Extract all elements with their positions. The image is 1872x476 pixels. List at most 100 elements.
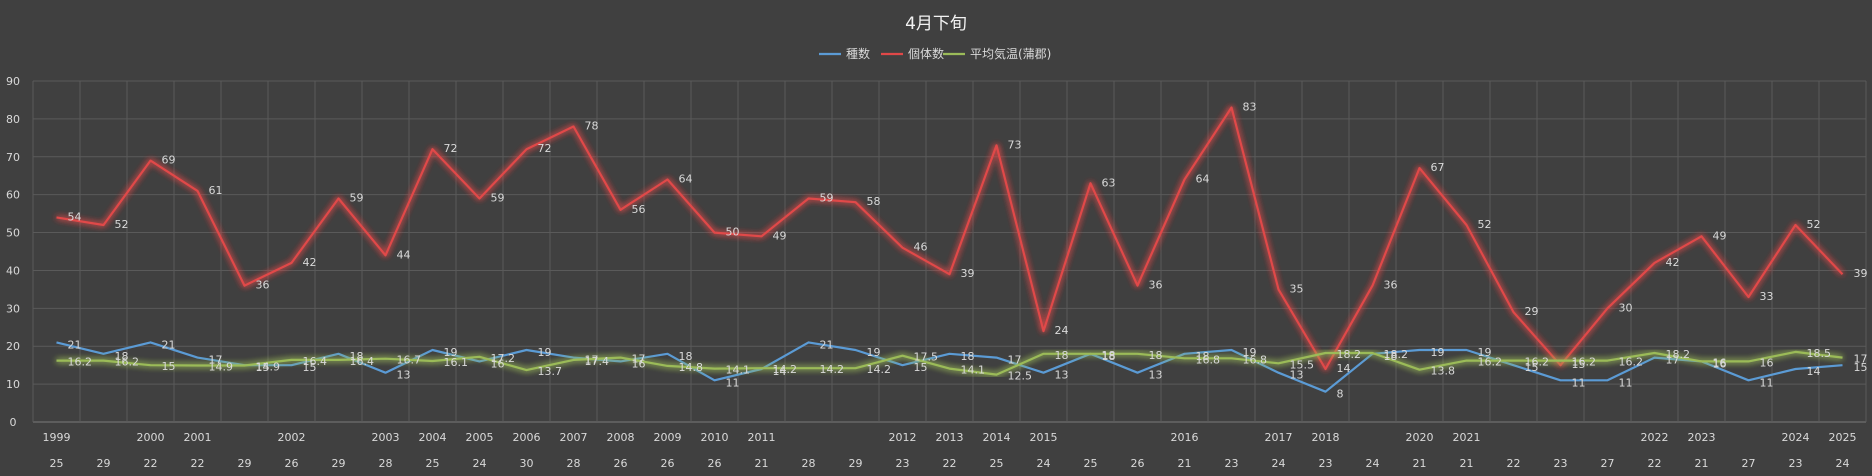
legend-label-1: 個体数 bbox=[908, 46, 944, 61]
x-year-label: 1999 bbox=[43, 431, 71, 444]
data-label: 18 bbox=[1055, 349, 1069, 362]
x-day-label: 29 bbox=[849, 457, 863, 470]
x-day-label: 25 bbox=[990, 457, 1004, 470]
x-year-label: 2008 bbox=[607, 431, 635, 444]
data-label: 61 bbox=[209, 184, 223, 197]
x-day-label: 28 bbox=[379, 457, 393, 470]
data-label: 16.2 bbox=[1572, 356, 1597, 369]
data-label: 19 bbox=[444, 346, 458, 359]
data-label: 14 bbox=[773, 365, 787, 378]
x-year-label: 2018 bbox=[1312, 431, 1340, 444]
y-axis: 0 10 20 30 40 50 60 70 80 90 bbox=[6, 75, 20, 429]
data-label: 58 bbox=[867, 195, 881, 208]
x-day-label: 29 bbox=[97, 457, 111, 470]
data-label: 52 bbox=[1478, 218, 1492, 231]
y-tick-label: 90 bbox=[6, 75, 20, 88]
x-year-label: 2013 bbox=[936, 431, 964, 444]
x-day-label: 24 bbox=[1366, 457, 1380, 470]
data-label: 18 bbox=[350, 350, 364, 363]
x-year-label: 2025 bbox=[1829, 431, 1857, 444]
data-label: 16 bbox=[1713, 357, 1727, 370]
data-label: 17 bbox=[1666, 354, 1680, 367]
data-label: 18 bbox=[1384, 350, 1398, 363]
data-label: 19 bbox=[1243, 346, 1257, 359]
data-label: 18.2 bbox=[1384, 348, 1409, 361]
data-label: 18.5 bbox=[1807, 347, 1832, 360]
x-day-label: 26 bbox=[708, 457, 722, 470]
x-year-label: 2002 bbox=[278, 431, 306, 444]
data-label: 83 bbox=[1243, 101, 1257, 114]
y-tick-label: 20 bbox=[6, 340, 20, 353]
data-label: 14.9 bbox=[256, 361, 281, 374]
data-label: 15.5 bbox=[1290, 358, 1315, 371]
data-label: 18 bbox=[679, 350, 693, 363]
data-label: 19 bbox=[538, 346, 552, 359]
x-year-label: 2001 bbox=[184, 431, 212, 444]
y-tick-label: 70 bbox=[6, 151, 20, 164]
x-year-label: 2023 bbox=[1688, 431, 1716, 444]
data-label: 13.7 bbox=[538, 365, 563, 378]
legend-label-2: 平均気温(蒲郡) bbox=[970, 46, 1051, 61]
series-layer bbox=[56, 106, 1844, 393]
data-label: 46 bbox=[914, 241, 928, 254]
data-label: 14.2 bbox=[820, 363, 845, 376]
data-label: 16.8 bbox=[1243, 353, 1268, 366]
data-label: 17.2 bbox=[491, 352, 516, 365]
x-year-label: 2000 bbox=[137, 431, 165, 444]
y-tick-label: 50 bbox=[6, 227, 20, 240]
legend-label-0: 種数 bbox=[846, 46, 870, 61]
x-day-label: 26 bbox=[661, 457, 675, 470]
x-day-label: 23 bbox=[1225, 457, 1239, 470]
data-label: 42 bbox=[1666, 256, 1680, 269]
data-label: 16.1 bbox=[444, 356, 469, 369]
x-year-label: 2024 bbox=[1782, 431, 1810, 444]
x-day-label: 27 bbox=[1601, 457, 1615, 470]
x-day-label: 21 bbox=[1178, 457, 1192, 470]
x-year-label: 2020 bbox=[1406, 431, 1434, 444]
x-day-label: 23 bbox=[896, 457, 910, 470]
x-year-label: 2006 bbox=[513, 431, 541, 444]
data-label: 16 bbox=[632, 357, 646, 370]
data-label: 16.2 bbox=[1478, 356, 1503, 369]
data-label: 52 bbox=[1807, 218, 1821, 231]
data-label: 59 bbox=[820, 191, 834, 204]
data-label: 17 bbox=[1854, 353, 1868, 366]
data-label: 14.8 bbox=[679, 361, 704, 374]
data-label: 15 bbox=[1854, 361, 1868, 374]
x-year-label: 2011 bbox=[748, 431, 776, 444]
data-label: 18 bbox=[1149, 349, 1163, 362]
legend: 種数 個体数 平均気温(蒲郡) bbox=[819, 46, 1051, 61]
data-label: 49 bbox=[1713, 229, 1727, 242]
data-label: 13 bbox=[1290, 369, 1304, 382]
data-label: 17.4 bbox=[585, 355, 610, 368]
data-label: 36 bbox=[1149, 279, 1163, 292]
data-label: 15 bbox=[914, 361, 928, 374]
x-year-label: 2014 bbox=[983, 431, 1011, 444]
x-year-label: 2021 bbox=[1453, 431, 1481, 444]
data-label: 16.2 bbox=[1525, 356, 1550, 369]
x-day-label: 23 bbox=[1554, 457, 1568, 470]
x-day-label: 21 bbox=[1695, 457, 1709, 470]
x-day-label: 21 bbox=[1460, 457, 1474, 470]
data-label: 8 bbox=[1337, 388, 1344, 401]
y-tick-label: 80 bbox=[6, 113, 20, 126]
x-day-label: 30 bbox=[520, 457, 534, 470]
data-label: 67 bbox=[1431, 161, 1445, 174]
data-label: 15 bbox=[1525, 361, 1539, 374]
data-label: 36 bbox=[256, 279, 270, 292]
data-label: 17 bbox=[632, 353, 646, 366]
data-label: 13 bbox=[1149, 369, 1163, 382]
data-label: 21 bbox=[162, 338, 176, 351]
data-label: 16.8 bbox=[1196, 353, 1221, 366]
data-label: 18 bbox=[961, 350, 975, 363]
x-day-label: 25 bbox=[1084, 457, 1098, 470]
grid bbox=[32, 80, 1867, 423]
x-year-label: 2015 bbox=[1030, 431, 1058, 444]
data-label: 73 bbox=[1008, 138, 1022, 151]
x-axis: 1999 2000 2001 2002 2003 2004 2005 2006 2007 2008… bbox=[43, 431, 1857, 470]
x-day-label: 23 bbox=[1789, 457, 1803, 470]
data-label: 36 bbox=[1384, 279, 1398, 292]
y-tick-label: 10 bbox=[6, 378, 20, 391]
x-day-label: 24 bbox=[1037, 457, 1051, 470]
